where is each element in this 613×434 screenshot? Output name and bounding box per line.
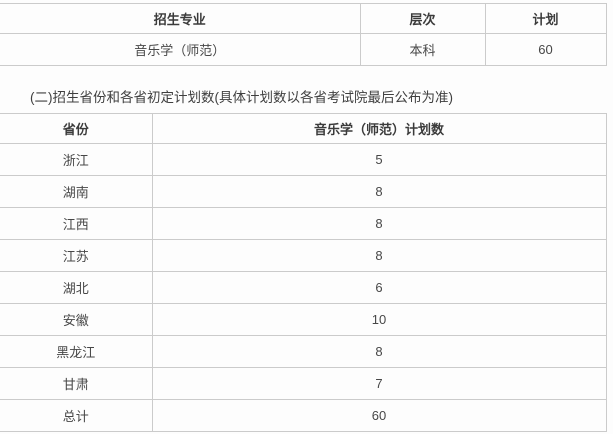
table-row: 黑龙江 8 [0,335,607,368]
summary-header-level: 层次 [359,3,486,34]
summary-header-row: 招生专业 层次 计划 [0,3,607,34]
table-row: 江西 8 [0,207,607,240]
table-row: 总计 60 [0,399,607,432]
plan-header-row: 省份 音乐学（师范）计划数 [0,113,607,144]
cell-count: 8 [151,175,607,208]
plan-header-province: 省份 [0,113,153,144]
cell-count: 60 [151,399,607,432]
table-row: 湖南 8 [0,175,607,208]
summary-header-major: 招生专业 [0,3,361,34]
summary-cell-plan: 60 [484,33,607,66]
plan-header-count: 音乐学（师范）计划数 [151,113,607,144]
cell-province: 浙江 [0,143,153,176]
cell-province: 甘肃 [0,367,153,400]
table-row: 湖北 6 [0,271,607,304]
cell-province: 黑龙江 [0,335,153,368]
table-row: 浙江 5 [0,143,607,176]
cell-count: 8 [151,207,607,240]
cell-province: 安徽 [0,303,153,336]
table-row: 江苏 8 [0,239,607,272]
section-caption: (二)招生省份和各省初定计划数(具体计划数以各省考试院最后公布为准) [30,90,453,105]
cell-province: 湖北 [0,271,153,304]
cell-count: 6 [151,271,607,304]
cell-count: 10 [151,303,607,336]
summary-data-row: 音乐学（师范） 本科 60 [0,33,607,66]
summary-table: 招生专业 层次 计划 音乐学（师范） 本科 60 [0,3,607,66]
cell-count: 8 [151,239,607,272]
cell-province: 江苏 [0,239,153,272]
province-plan-table: 省份 音乐学（师范）计划数 浙江 5 湖南 8 江西 8 江苏 8 湖北 6 安… [0,113,607,432]
cell-province: 总计 [0,399,153,432]
table-row: 甘肃 7 [0,367,607,400]
cell-count: 8 [151,335,607,368]
cell-count: 7 [151,367,607,400]
table-row: 安徽 10 [0,303,607,336]
cell-province: 江西 [0,207,153,240]
summary-cell-major: 音乐学（师范） [0,33,361,66]
cell-count: 5 [151,143,607,176]
summary-header-plan: 计划 [484,3,607,34]
summary-cell-level: 本科 [359,33,486,66]
cell-province: 湖南 [0,175,153,208]
